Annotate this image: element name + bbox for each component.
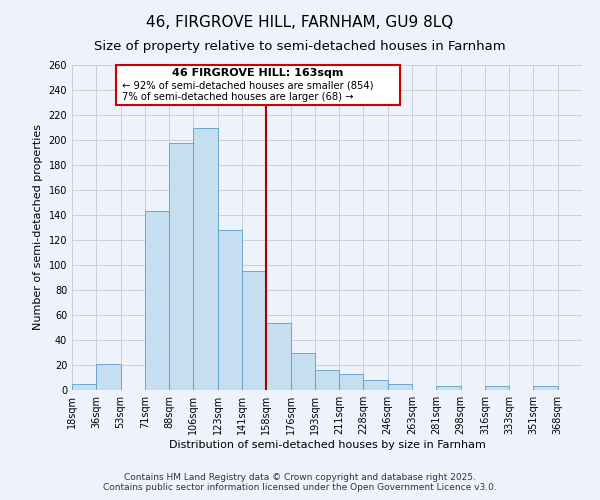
X-axis label: Distribution of semi-detached houses by size in Farnham: Distribution of semi-detached houses by …: [169, 440, 485, 450]
Bar: [145, 211, 169, 390]
Text: 46 FIRGROVE HILL: 163sqm: 46 FIRGROVE HILL: 163sqm: [172, 68, 343, 78]
Bar: [485, 386, 509, 390]
Text: Size of property relative to semi-detached houses in Farnham: Size of property relative to semi-detach…: [94, 40, 506, 53]
Bar: [290, 352, 315, 390]
Y-axis label: Number of semi-detached properties: Number of semi-detached properties: [33, 124, 43, 330]
Bar: [533, 386, 558, 390]
Bar: [242, 271, 266, 390]
Bar: [388, 384, 412, 390]
Bar: [266, 322, 290, 390]
Bar: [436, 386, 461, 390]
Text: 46, FIRGROVE HILL, FARNHAM, GU9 8LQ: 46, FIRGROVE HILL, FARNHAM, GU9 8LQ: [146, 15, 454, 30]
Bar: [315, 370, 339, 390]
Bar: [193, 128, 218, 390]
Bar: [364, 380, 388, 390]
Bar: [169, 142, 193, 390]
Bar: [218, 230, 242, 390]
Bar: [116, 65, 400, 105]
Bar: [339, 374, 364, 390]
Text: Contains HM Land Registry data © Crown copyright and database right 2025.
Contai: Contains HM Land Registry data © Crown c…: [103, 473, 497, 492]
Text: 7% of semi-detached houses are larger (68) →: 7% of semi-detached houses are larger (6…: [122, 92, 353, 102]
Bar: [96, 364, 121, 390]
Text: ← 92% of semi-detached houses are smaller (854): ← 92% of semi-detached houses are smalle…: [122, 80, 373, 90]
Bar: [72, 384, 96, 390]
